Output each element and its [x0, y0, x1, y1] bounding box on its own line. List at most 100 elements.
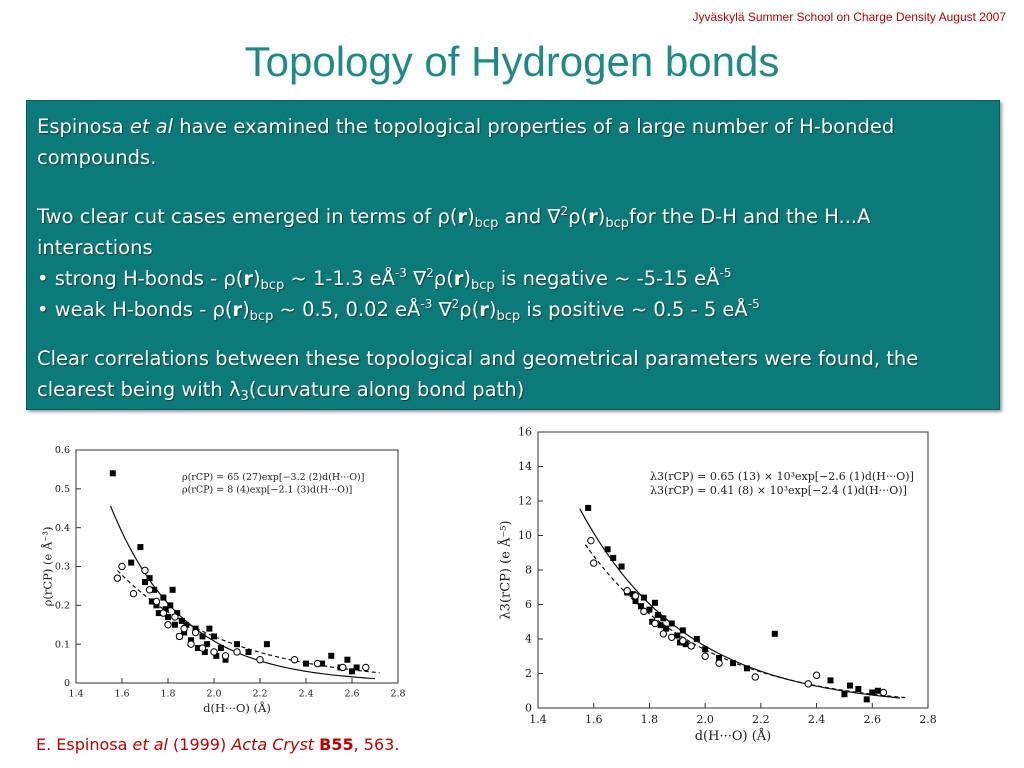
- data-point-filled: [263, 641, 270, 648]
- paragraph-intro: Espinosa et al have examined the topolog…: [37, 115, 895, 169]
- data-point-open: [164, 621, 172, 629]
- y-tick-label: 16: [518, 426, 532, 439]
- y-tick-label: 8: [525, 564, 532, 577]
- fit-equation: ρ(rCP) = 65 (27)exp[−3.2 (2)d(H···O)]: [182, 472, 364, 483]
- data-point-filled: [169, 586, 176, 593]
- data-point-open: [590, 559, 598, 567]
- x-tick-label: 2.2: [252, 689, 267, 700]
- data-point-filled: [743, 665, 750, 672]
- y-tick-label: 12: [518, 495, 532, 508]
- x-tick-label: 2.4: [298, 689, 313, 700]
- data-point-filled: [192, 625, 199, 632]
- data-point-filled: [153, 602, 160, 609]
- data-point-filled: [188, 637, 194, 644]
- paragraph-correlations: Clear correlations between these topolog…: [37, 347, 919, 404]
- x-tick-label: 2.6: [864, 713, 882, 726]
- data-point-filled: [847, 682, 853, 689]
- data-point-filled: [213, 652, 220, 659]
- data-point-filled: [663, 625, 670, 632]
- data-point-open: [651, 619, 659, 628]
- citation: E. Espinosa et al (1999) Acta Cryst B55,…: [36, 735, 400, 754]
- y-axis-label: ρ(rCP) (e Å⁻³): [40, 527, 54, 607]
- y-tick-label: 10: [518, 529, 532, 542]
- data-point-filled: [657, 622, 664, 629]
- data-point-open: [141, 566, 149, 575]
- x-tick-label: 2.0: [696, 713, 714, 726]
- data-point-filled: [160, 594, 167, 601]
- y-tick-label: 0.2: [55, 601, 70, 612]
- x-axis-label: d(H···O) (Å): [203, 701, 271, 715]
- y-tick-label: 6: [525, 598, 532, 611]
- x-tick-label: 1.6: [585, 713, 603, 726]
- data-point-filled: [162, 606, 169, 613]
- data-point-filled: [174, 610, 181, 617]
- data-point-open: [687, 642, 695, 650]
- data-point-filled: [585, 504, 592, 511]
- data-point-open: [159, 609, 168, 617]
- data-point-filled: [349, 668, 355, 675]
- fit-equation: λ3(rCP) = 0.65 (13) × 10³exp[−2.6 (1)d(H…: [650, 470, 914, 483]
- data-point-filled: [652, 599, 658, 606]
- data-point-filled: [211, 633, 217, 640]
- data-point-open: [118, 562, 126, 571]
- y-tick-label: 0.5: [55, 484, 70, 495]
- data-point-filled: [178, 617, 185, 624]
- data-point-filled: [194, 645, 201, 652]
- y-tick-label: 0.3: [55, 562, 70, 573]
- bullet-weak: • weak H-bonds - ρ(r)bcp ~ 0.5, 0.02 eÅ-…: [37, 297, 760, 324]
- data-point-open: [679, 637, 687, 645]
- y-tick-label: 0.1: [55, 639, 70, 650]
- data-point-filled: [353, 664, 360, 671]
- data-point-filled: [638, 603, 645, 610]
- fit-curve-solid: [579, 508, 901, 699]
- x-tick-label: 1.6: [114, 689, 129, 700]
- y-tick-label: 14: [518, 460, 532, 473]
- data-point-filled: [716, 654, 723, 661]
- x-tick-label: 1.8: [160, 689, 175, 700]
- data-point-filled: [217, 645, 224, 652]
- data-point-open: [175, 632, 184, 641]
- fit-equation: ρ(rCP) = 8 (4)exp[−2.1 (3)d(H···O)]: [182, 485, 352, 496]
- y-tick-label: 0.6: [55, 445, 70, 456]
- data-point-filled: [730, 660, 736, 667]
- data-point-filled: [604, 546, 611, 553]
- data-point-filled: [245, 648, 252, 655]
- paragraph-cases: Two clear cut cases emerged in terms of …: [37, 204, 871, 259]
- data-point-filled: [827, 677, 834, 684]
- x-tick-label: 2.0: [206, 689, 221, 700]
- data-point-filled: [303, 660, 309, 667]
- summary-text: Espinosa et al have examined the topolog…: [37, 111, 989, 405]
- fit-curve-dashed: [584, 544, 906, 699]
- data-point-open: [879, 688, 888, 697]
- data-point-filled: [610, 554, 617, 561]
- data-point-filled: [148, 598, 155, 605]
- x-tick-label: 1.8: [641, 713, 659, 726]
- x-tick-label: 2.6: [344, 689, 359, 700]
- data-point-open: [221, 652, 230, 660]
- x-tick-label: 1.4: [68, 689, 83, 700]
- data-point-filled: [146, 575, 153, 582]
- data-point-filled: [183, 621, 190, 628]
- y-tick-label: 0: [64, 678, 70, 689]
- x-tick-label: 2.8: [390, 689, 405, 700]
- slide-title: Topology of Hydrogen bonds: [244, 38, 780, 85]
- data-point-open: [210, 648, 218, 656]
- data-point-filled: [646, 606, 653, 613]
- data-point-filled: [679, 627, 686, 634]
- data-point-open: [623, 587, 631, 595]
- data-point-filled: [863, 696, 870, 703]
- x-tick-label: 2.8: [919, 713, 937, 726]
- data-point-filled: [201, 648, 208, 655]
- data-point-open: [256, 656, 264, 664]
- data-point-filled: [668, 620, 675, 627]
- x-tick-label: 1.4: [529, 713, 547, 726]
- data-point-filled: [660, 615, 667, 622]
- summary-box: Espinosa et al have examined the topolog…: [26, 100, 1000, 410]
- data-point-filled: [702, 646, 709, 653]
- data-point-open: [171, 613, 179, 621]
- y-tick-label: 2: [525, 667, 532, 680]
- data-point-filled: [204, 641, 211, 648]
- data-point-filled: [137, 544, 144, 551]
- data-point-open: [145, 586, 154, 594]
- lambda3-vs-distance-plot: 1.4 1.6 1.8 2.0 2.2 2.4 2.6 2.8 0 2 4 6 8 10 12 14 16 d(H…: [497, 426, 937, 744]
